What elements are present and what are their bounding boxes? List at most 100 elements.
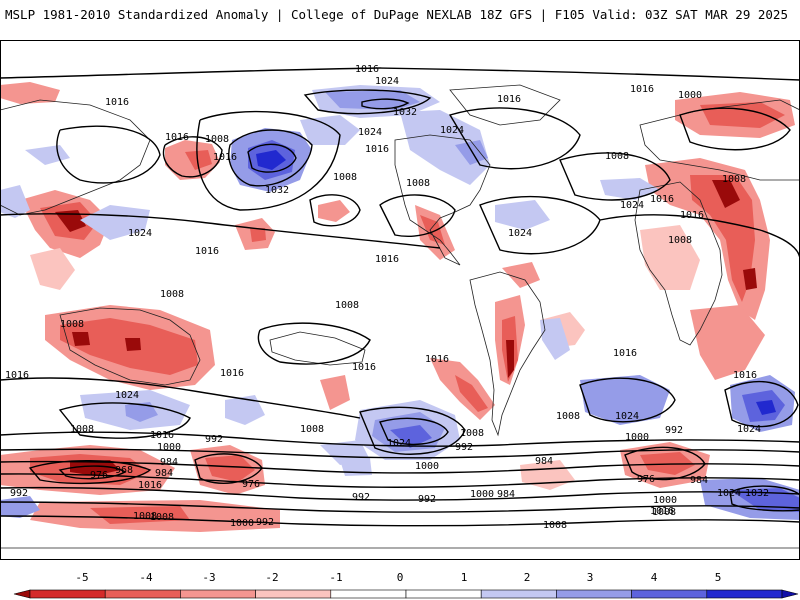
colorbar-swatch bbox=[104, 589, 181, 599]
isobar-label: 1024 bbox=[620, 200, 644, 211]
isobar-1016-europe bbox=[559, 152, 671, 201]
greenland-outline bbox=[449, 84, 561, 126]
isobar-label: 1008 bbox=[668, 235, 692, 246]
colorbar-swatch bbox=[706, 589, 783, 599]
isobar-label: 984 bbox=[535, 456, 553, 467]
isobar-1008-asia-ne bbox=[162, 136, 223, 178]
isobar-label: 1016 bbox=[220, 368, 244, 379]
isobar-label: 1000 bbox=[470, 489, 494, 500]
isobar-label: 1008 bbox=[70, 424, 94, 435]
isobar-label: 1016 bbox=[733, 370, 757, 381]
isobar-label: 992 bbox=[10, 488, 28, 499]
colorbar-tick: -4 bbox=[139, 571, 153, 584]
isobar-label: 1016 bbox=[650, 506, 674, 517]
isobar-label: 1016 bbox=[138, 480, 162, 491]
isobar-labels: 1016 1024 1032 1016 1016 1000 1016 1008 … bbox=[5, 64, 769, 531]
isobar-label: 1016 bbox=[375, 254, 399, 265]
anomaly-map: 1016 1024 1032 1016 1016 1000 1016 1008 … bbox=[0, 40, 800, 560]
isobar-label: 1016 bbox=[365, 144, 389, 155]
isobar-1032-south bbox=[729, 485, 800, 512]
isobar-1024-npac bbox=[228, 129, 313, 187]
isobar-1016-africa-n bbox=[599, 214, 800, 261]
isobar-label: 1032 bbox=[265, 185, 289, 196]
isobar-label: 1016 bbox=[630, 84, 654, 95]
isobar-label: 968 bbox=[115, 465, 133, 476]
isobar-label: 992 bbox=[418, 494, 436, 505]
isobar-1016-npac bbox=[196, 110, 341, 211]
isobar-label: 1024 bbox=[115, 390, 139, 401]
isobar-label: 1008 bbox=[460, 428, 484, 439]
isobar-label: 1016 bbox=[355, 64, 379, 75]
pacific-island-outline bbox=[269, 331, 366, 366]
africa-outline bbox=[634, 181, 723, 346]
isobar-1008-npac-e bbox=[309, 194, 361, 227]
australia-outline bbox=[59, 307, 201, 386]
isobar-label: 1016 bbox=[497, 94, 521, 105]
isobar-label: 976 bbox=[90, 470, 108, 481]
isobar-1016-north bbox=[0, 67, 800, 81]
isobar-1000-south bbox=[0, 501, 800, 513]
isobar-1024-spac bbox=[359, 406, 466, 455]
isobar-label: 1008 bbox=[160, 289, 184, 300]
isobar-label: 1000 bbox=[415, 461, 439, 472]
colorbar-swatch bbox=[631, 589, 708, 599]
isobar-976-sio2 bbox=[194, 453, 263, 484]
isobar-label: 1024 bbox=[717, 488, 741, 499]
isobar-label: 984 bbox=[690, 475, 708, 486]
isobar-label: 1024 bbox=[508, 228, 532, 239]
colorbar-arrow-left bbox=[13, 589, 31, 599]
isobar-1000-sh bbox=[0, 448, 800, 459]
isobar-label: 992 bbox=[352, 492, 370, 503]
isobar-label: 1016 bbox=[195, 246, 219, 257]
isobar-label: 976 bbox=[242, 479, 260, 490]
isobar-1008-us bbox=[379, 194, 456, 237]
north-america-outline bbox=[394, 134, 491, 266]
colorbar-swatch bbox=[255, 589, 332, 599]
colorbar-tick: 1 bbox=[461, 571, 468, 584]
isobar-label: 1008 bbox=[333, 172, 357, 183]
isobar-label: 1024 bbox=[737, 424, 761, 435]
isobar-label: 1008 bbox=[543, 520, 567, 531]
isobar-label: 1000 bbox=[157, 442, 181, 453]
colorbar-swatch bbox=[480, 589, 557, 599]
isobar-label: 1024 bbox=[128, 228, 152, 239]
isobar-label: 1016 bbox=[650, 194, 674, 205]
colorbar-tick: -1 bbox=[329, 571, 342, 584]
isobar-label: 1016 bbox=[213, 152, 237, 163]
isobar-984-sh bbox=[0, 473, 800, 488]
colorbar-tick: 3 bbox=[587, 571, 594, 584]
isobar-label: 1024 bbox=[615, 411, 639, 422]
isobar-1024-arctic bbox=[303, 89, 432, 115]
colorbar-swatch bbox=[330, 589, 407, 599]
coastlines bbox=[0, 84, 800, 549]
isobar-label: 976 bbox=[637, 474, 655, 485]
isobar-label: 1000 bbox=[653, 495, 677, 506]
isobar-label: 1032 bbox=[745, 488, 769, 499]
isobar-label: 1000 bbox=[230, 518, 254, 529]
isobar-label: 1016 bbox=[165, 132, 189, 143]
isobar-label: 1032 bbox=[393, 107, 417, 118]
colorbar-swatches bbox=[13, 589, 799, 599]
isobar-label: 984 bbox=[497, 489, 515, 500]
isobar-label: 1008 bbox=[406, 178, 430, 189]
isobar-1032-arctic bbox=[361, 98, 410, 110]
asia-outline bbox=[0, 99, 151, 216]
isobar-label: 1024 bbox=[375, 76, 399, 87]
colorbar-tick: -5 bbox=[75, 571, 88, 584]
isobar-label: 1024 bbox=[358, 127, 382, 138]
isobar-label: 984 bbox=[160, 457, 178, 468]
colorbar-swatch bbox=[180, 589, 256, 599]
isobar-label: 1024 bbox=[440, 125, 464, 136]
isobar-992-sh bbox=[0, 460, 800, 474]
isobar-label: 984 bbox=[155, 468, 173, 479]
isobar-label: 1008 bbox=[133, 511, 157, 522]
isobar-1008-pacific bbox=[257, 322, 371, 365]
colorbar-tick: 4 bbox=[651, 571, 658, 584]
isobar-1024-atl bbox=[479, 195, 601, 255]
isobar-label: 1008 bbox=[652, 507, 676, 518]
isobar-label: 992 bbox=[256, 517, 274, 528]
isobar-label: 1016 bbox=[680, 210, 704, 221]
isobar-1008-south bbox=[0, 515, 800, 527]
isobar-1024-sio2 bbox=[724, 380, 799, 428]
isobar-label: 992 bbox=[205, 434, 223, 445]
